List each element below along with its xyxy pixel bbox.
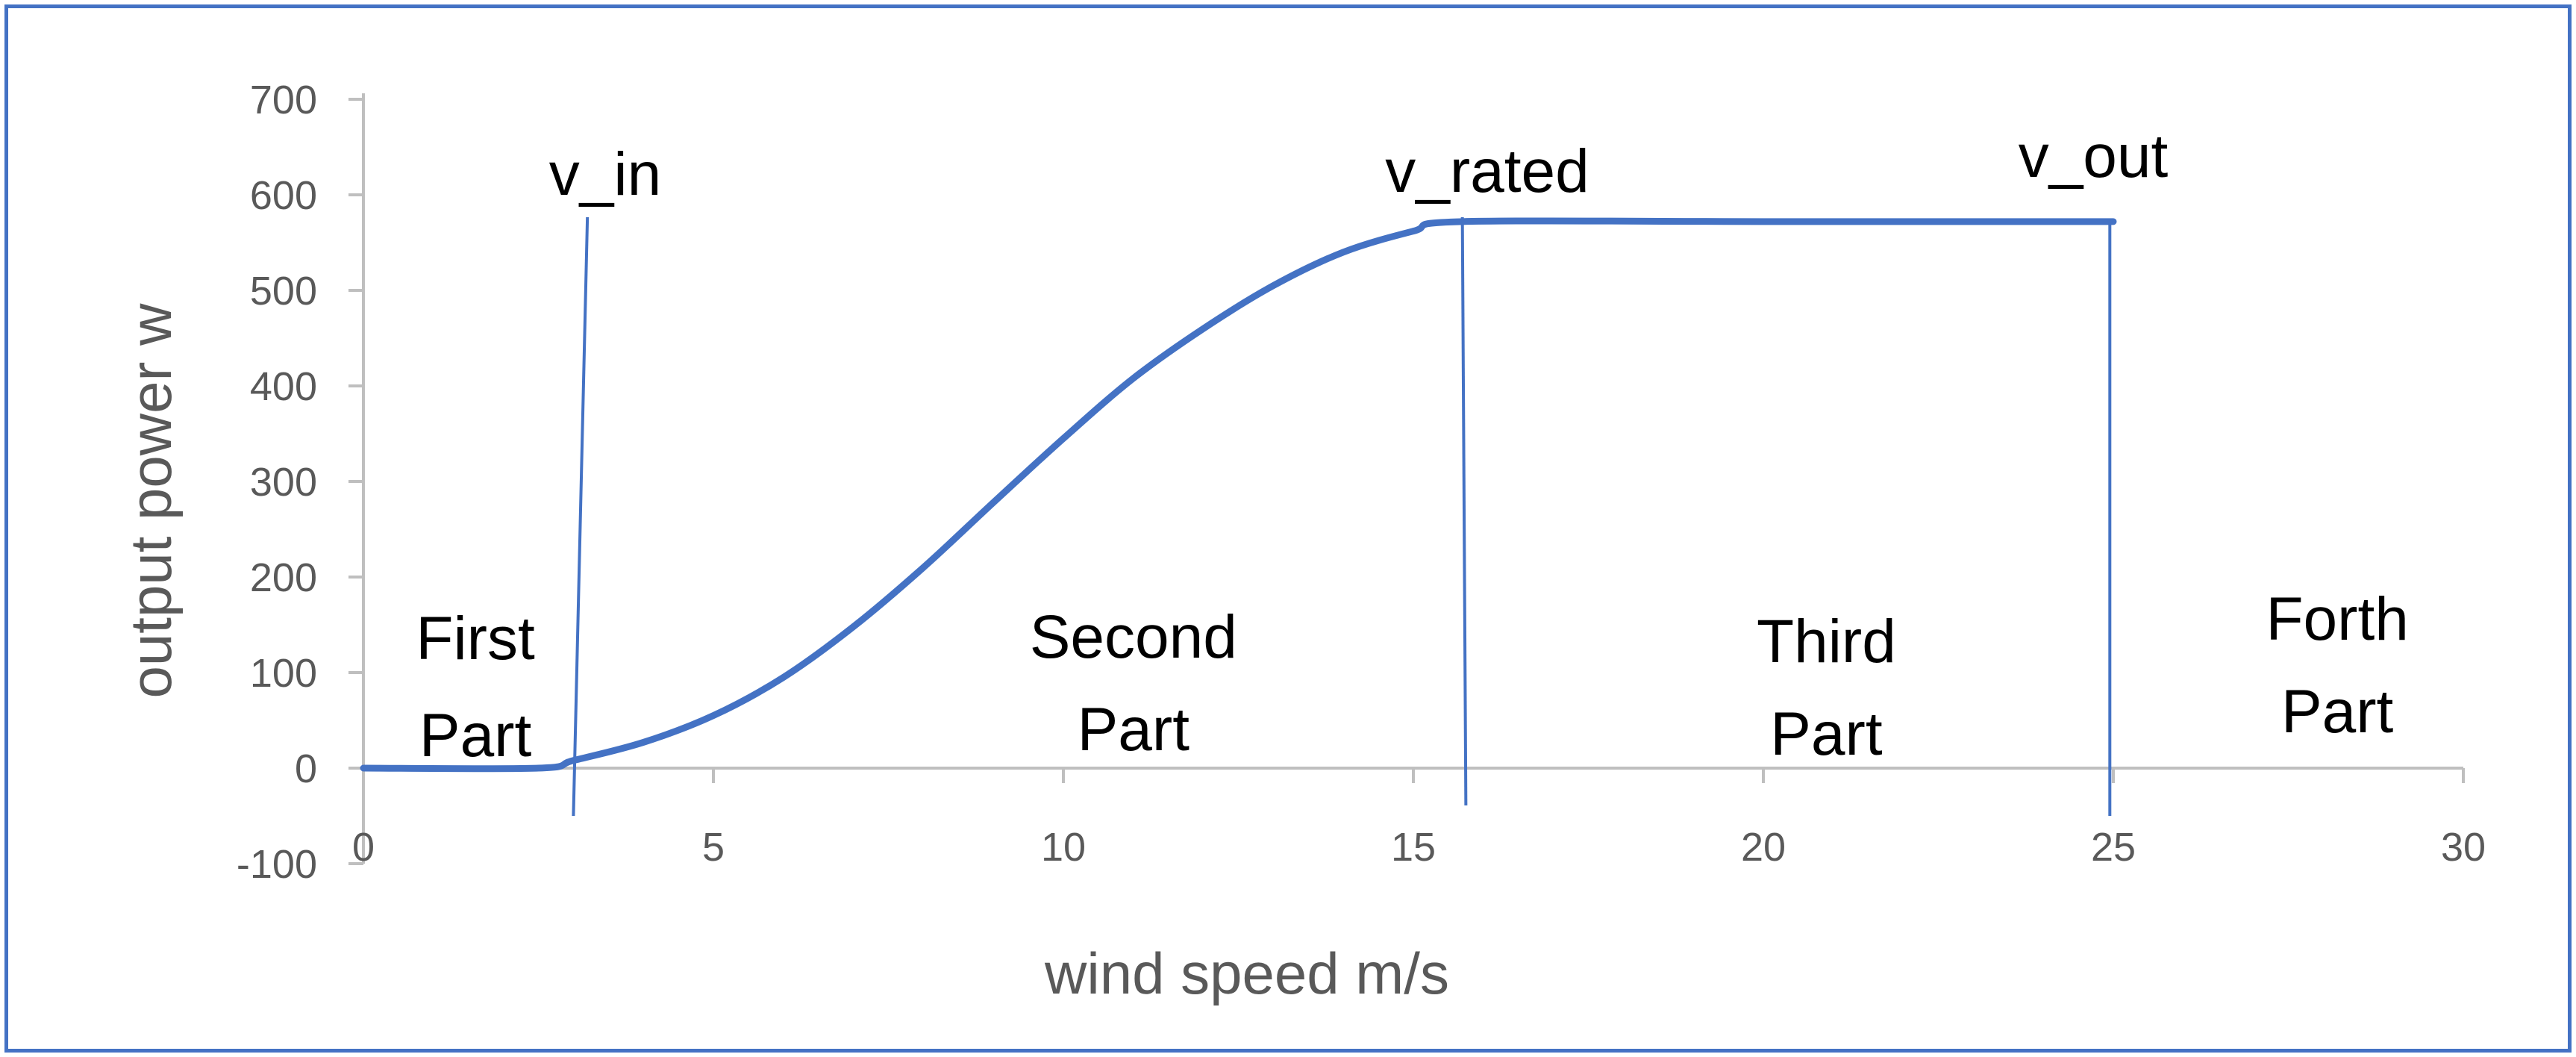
y-tick-label: 700 — [250, 78, 317, 122]
wind-speed-markers: v_in v_rated v_out — [549, 122, 2169, 817]
y-tick-label: 200 — [250, 555, 317, 600]
region-label-line1: First — [416, 605, 535, 673]
x-tick-label: 25 — [2091, 825, 2136, 870]
region-label-line1: Forth — [2266, 585, 2408, 653]
y-tick-label: 400 — [250, 364, 317, 409]
y-tick-label: 600 — [250, 173, 317, 218]
marker-label-v-out: v_out — [2019, 122, 2169, 190]
series — [360, 217, 2117, 773]
region-label-line1: Second — [1030, 603, 1237, 671]
chart-frame: -100 0 100 200 300 400 500 600 700 0 5 10 15 20 25 30 v… — [4, 4, 2572, 1053]
x-tick-label: 5 — [702, 825, 725, 870]
y-tick-label: 500 — [250, 269, 317, 314]
x-tick-label: 15 — [1391, 825, 1436, 870]
marker-label-v-in: v_in — [549, 140, 661, 208]
x-tick-label: 10 — [1041, 825, 1086, 870]
series-line-output-power — [360, 217, 2117, 773]
region-label-line2: Part — [1770, 700, 1883, 768]
marker-line-v-in — [572, 216, 590, 817]
region-label-line2: Part — [1078, 696, 1190, 764]
x-tick-label: 0 — [352, 825, 375, 870]
x-axis-title: wind speed m/s — [1044, 941, 1449, 1006]
y-axis-title: output power w — [118, 303, 184, 699]
y-tick-label: -100 — [237, 842, 317, 887]
region-label-line1: Third — [1757, 608, 1896, 676]
x-tick-label: 20 — [1741, 825, 1786, 870]
marker-line-v-rated — [1460, 216, 1468, 806]
y-tick-label: 100 — [250, 651, 317, 696]
region-label-line2: Part — [2281, 678, 2394, 746]
y-tick-label: 0 — [295, 746, 317, 791]
region-label-line2: Part — [419, 702, 532, 770]
marker-label-v-rated: v_rated — [1385, 137, 1589, 205]
y-tick-label: 300 — [250, 460, 317, 505]
power-curve-chart: -100 0 100 200 300 400 500 600 700 0 5 10 15 20 25 30 v… — [118, 78, 2486, 1006]
region-annotations: First Part Second Part Third Part Forth Part — [416, 585, 2408, 770]
x-tick-label: 30 — [2441, 825, 2486, 870]
axes: -100 0 100 200 300 400 500 600 700 0 5 10 15 20 25 30 — [237, 78, 2486, 887]
